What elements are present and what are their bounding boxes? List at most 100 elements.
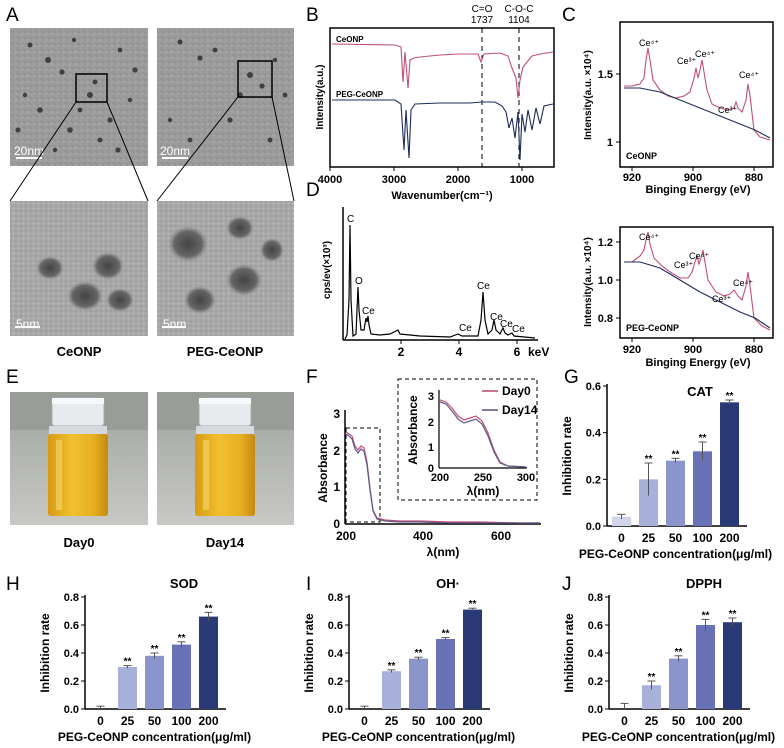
uv-ytick: 3 (333, 407, 340, 421)
panel-label-a: A (6, 5, 19, 26)
bar (642, 685, 661, 709)
xps2-peak-label: Ce⁴⁺ (733, 278, 753, 288)
panel-f: F Day0 Day14 3 2 1 0 200 250 300 λ(nm) A… (306, 367, 541, 559)
bar (639, 479, 658, 526)
vial-photo-day14 (157, 392, 294, 525)
significance-label: ** (124, 657, 132, 668)
uv-inset-xlabel: λ(nm) (467, 484, 500, 498)
uv-inset-ticks: 3 2 1 0 200 250 300 (428, 391, 535, 484)
eds-xtick: 2 (398, 345, 405, 359)
eds-peak-label: O (355, 276, 363, 287)
scale-label-ceonp: 20nm (14, 144, 44, 158)
eds-peak-label: Ce (500, 319, 513, 330)
zoom-lines (9, 96, 295, 202)
x-tick-label: 25 (385, 714, 399, 728)
y-tick-label: 0.8 (328, 592, 343, 604)
y-tick-label: 0.8 (588, 592, 603, 604)
bar (145, 655, 164, 709)
x-tick-label: 200 (719, 531, 739, 545)
x-axis-label: PEG-CeONP concentration(μg/ml) (582, 730, 775, 744)
y-tick-label: 0.6 (328, 620, 343, 632)
ftir-xtick: 1000 (510, 174, 534, 186)
x-tick-label: 25 (121, 714, 135, 728)
xps1-yticks: 1.5 1 (598, 69, 620, 149)
chart-title: OH· (436, 576, 460, 591)
zoom-box-ceonp (75, 73, 108, 103)
panel-b: B C=O 1737 C-O-C 1104 CeONP PEG-CeONP 40… (306, 4, 555, 202)
uv-inset-xtick: 250 (474, 472, 492, 484)
panel-j: J DPPH 0.0 0.2 0.4 0.6 0.8 0 ** 25 ** 50 ** 100 ** 200 P… (562, 574, 775, 744)
bar (696, 625, 715, 709)
y-tick-label: 0.0 (64, 704, 79, 716)
xps2-peak-labels: Ce⁴⁺ Ce³⁺ Ce⁴⁺ Ce³⁺ Ce⁴⁺ (639, 232, 753, 304)
eds-ylabel: cps/ev(×10³) (322, 241, 333, 299)
uv-xtick: 400 (413, 529, 433, 543)
label-day0: Day0 (63, 535, 94, 550)
uv-xtick: 200 (336, 529, 356, 543)
ftir-series-ceonp (331, 43, 554, 99)
xps1-peak-labels: Ce⁴⁺ Ce³⁺ Ce⁴⁺ Ce³⁺ Ce⁴⁺ (639, 38, 759, 115)
eds-peak-label: Ce (362, 306, 375, 317)
xps2-data (624, 231, 771, 331)
significance-label: ** (675, 647, 683, 658)
eds-xlabel: keV (528, 345, 549, 359)
bar (723, 622, 742, 709)
y-tick-label: 0.2 (328, 676, 343, 688)
significance-label: ** (726, 391, 734, 402)
y-axis-label: Inhibition rate (562, 613, 576, 693)
y-tick-label: 0.0 (328, 704, 343, 716)
uv-ytick: 0 (333, 517, 340, 531)
xps1-background (624, 87, 771, 139)
uv-inset-xtick: 300 (517, 472, 535, 484)
x-axis-label: PEG-CeONP concentration(μg/ml) (322, 730, 515, 744)
x-tick-label: 50 (669, 531, 683, 545)
ftir-annotation-coc-value: 1104 (508, 15, 530, 26)
bar (669, 658, 688, 709)
x-tick-label: 200 (722, 714, 742, 728)
significance-label: ** (702, 610, 710, 621)
ftir-annotation-co-label: C=O (472, 4, 493, 15)
ftir-xlabel: Wavenumber(cm⁻¹) (391, 190, 493, 202)
y-tick-label: 0.2 (586, 474, 601, 486)
panel-label-d: D (306, 180, 320, 201)
ftir-annotation-coc-label: C-O-C (505, 4, 534, 15)
uv-ylabel: Absorbance (316, 433, 330, 503)
tem-image-peg-high (157, 201, 294, 336)
xps1-sample-label: CeONP (626, 151, 657, 161)
ftir-xtick: 3000 (382, 174, 406, 186)
xps2-sample-label: PEG-CeONP (626, 323, 679, 333)
y-tick-label: 0.8 (64, 592, 79, 604)
vial-photo-day0 (10, 392, 148, 525)
x-tick-label: 0 (97, 714, 104, 728)
x-tick-label: 25 (645, 714, 659, 728)
xps1-peak-label: Ce⁴⁺ (739, 70, 759, 80)
y-axis-label: Inhibition rate (302, 613, 316, 693)
xps2-xlabel: Binging Energy (eV) (645, 357, 750, 369)
uv-legend-day0: Day0 (502, 384, 531, 398)
panel-label-e: E (6, 367, 19, 388)
bar (199, 616, 218, 709)
scale-label-peg-high: 5nm (163, 317, 186, 331)
xps2-peak-label: Ce³⁺ (674, 260, 694, 270)
y-axis-label: Inhibition rate (38, 613, 52, 693)
uv-xlabel: λ(nm) (427, 545, 460, 559)
uv-ticks: 3 2 1 0 200 400 600 (333, 407, 511, 543)
xps1-frame (619, 21, 774, 168)
panel-label-i: I (306, 574, 311, 595)
uv-inset-ytick: 3 (428, 391, 434, 403)
bar (382, 671, 401, 709)
bar (720, 402, 739, 526)
eds-spectrum (344, 224, 536, 340)
chart-title: DPPH (686, 576, 722, 591)
scale-label-ceonp-high: 5nm (16, 317, 39, 331)
bar (409, 658, 428, 709)
significance-label: ** (388, 661, 396, 672)
uv-legend-day14: Day14 (502, 403, 538, 417)
ftir-annotation-co-value: 1737 (471, 15, 494, 26)
uv-ytick: 2 (333, 444, 340, 458)
xps2-ytick: 0.8 (598, 313, 613, 325)
y-tick-label: 0.4 (586, 428, 602, 440)
panel-i: I OH· 0.0 0.2 0.4 0.6 0.8 0 ** 25 ** 50 ** 100 ** 200 PE… (302, 574, 515, 744)
ftir-legend-peg: PEG-CeONP (336, 90, 384, 99)
significance-label: ** (469, 599, 477, 610)
